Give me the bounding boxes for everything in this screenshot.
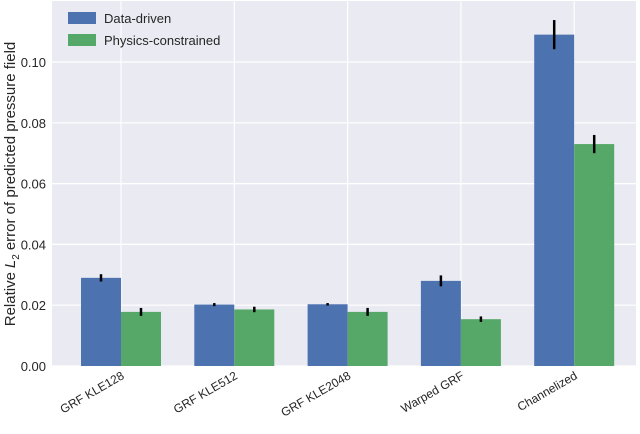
bar [347,311,388,366]
y-label-subscript: 2 [11,254,22,260]
y-label-suffix: error of predicted pressure field [2,42,19,250]
bar [307,304,348,366]
bar [194,304,235,366]
x-tick-label: GRF KLE128 [58,368,127,416]
legend-swatch [68,34,96,46]
legend-label: Physics-constrained [104,33,220,48]
legend: Data-driven Physics-constrained [68,11,220,48]
legend-label: Data-driven [104,11,171,26]
bar [574,144,615,366]
x-tick-label: GRF KLE2048 [279,368,354,419]
y-label-variable: L [2,260,19,268]
x-tick-label: Channelized [515,368,580,413]
y-tick-label: 0.06 [21,177,46,192]
y-axis-label: Relative L2 error of predicted pressure fi… [2,42,22,327]
bar [534,34,575,366]
y-tick-label: 0.10 [21,55,46,70]
y-tick-label: 0.08 [21,116,46,131]
x-tick-label: GRF KLE512 [171,368,240,416]
y-tick-label: 0.02 [21,298,46,313]
bar [420,280,461,366]
y-tick-label: 0.04 [21,237,46,252]
bar [460,319,501,366]
bar [121,311,161,366]
x-tick-label: Warped GRF [399,368,467,415]
bar [234,309,275,366]
y-tick-label: 0.00 [21,359,46,374]
y-label-prefix: Relative [2,272,19,326]
bar [81,277,121,366]
legend-swatch [68,12,96,24]
